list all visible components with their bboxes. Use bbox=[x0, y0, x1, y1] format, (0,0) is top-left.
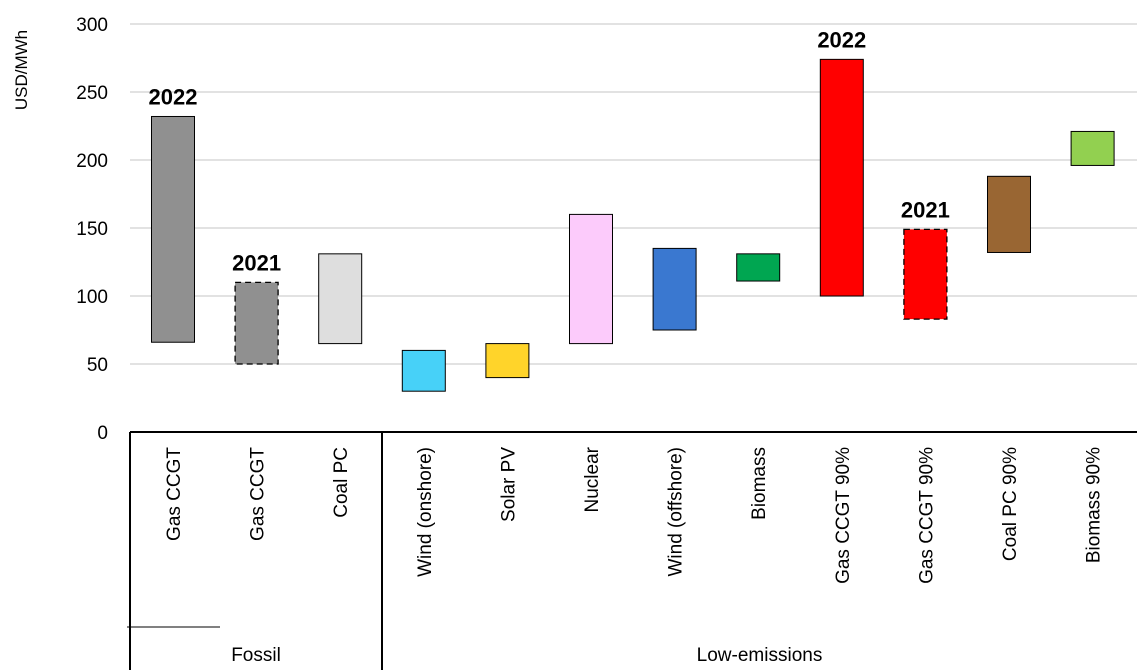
category-label: Gas CCGT 90% bbox=[833, 447, 854, 584]
bar bbox=[819, 58, 864, 297]
category-label: Coal PC bbox=[331, 447, 352, 518]
bar-annotations: 2022 2021 2022 2021 bbox=[149, 27, 950, 275]
bar-year-label: 2022 bbox=[149, 84, 198, 109]
category-label: Biomass 90% bbox=[1084, 447, 1105, 563]
bar-year-label: 2021 bbox=[901, 197, 950, 222]
bar-year-label: 2022 bbox=[817, 27, 866, 52]
bar bbox=[318, 253, 363, 345]
bar bbox=[736, 253, 781, 282]
y-tick-label: 100 bbox=[76, 287, 108, 308]
grid-lines bbox=[130, 23, 1137, 365]
category-label: Gas CCGT 90% bbox=[916, 447, 937, 584]
bar bbox=[1070, 130, 1115, 166]
group-label: Fossil bbox=[231, 645, 281, 666]
y-tick-label: 200 bbox=[76, 151, 108, 172]
bar-year-label: 2021 bbox=[232, 250, 281, 275]
bar bbox=[903, 228, 948, 320]
category-labels: Gas CCGT Gas CCGT Coal PC Wind (onshore) Sol… bbox=[164, 446, 1105, 584]
group-label: Low-emissions bbox=[697, 645, 823, 666]
y-tick-label: 300 bbox=[76, 15, 108, 36]
bar bbox=[485, 343, 530, 379]
group-labels: Fossil Low-emissions bbox=[231, 432, 822, 670]
y-axis-ticks: 0 50 100 150 200 250 300 bbox=[76, 15, 108, 444]
category-label: Nuclear bbox=[582, 446, 603, 512]
bar bbox=[569, 213, 613, 345]
bar bbox=[151, 115, 195, 343]
category-label: Biomass bbox=[749, 447, 770, 520]
category-label: Coal PC 90% bbox=[1000, 447, 1021, 561]
bar bbox=[401, 349, 446, 392]
x-axis bbox=[127, 431, 1137, 670]
bar bbox=[987, 175, 1031, 253]
category-label: Wind (offshore) bbox=[666, 447, 687, 577]
category-label: Gas CCGT bbox=[248, 447, 269, 541]
y-tick-label: 150 bbox=[76, 219, 108, 240]
y-axis-title: USD/MWh bbox=[12, 30, 31, 110]
category-label: Gas CCGT bbox=[164, 447, 185, 541]
y-tick-label: 0 bbox=[97, 423, 108, 444]
category-label: Solar PV bbox=[498, 447, 519, 522]
bar bbox=[652, 247, 697, 331]
bar bbox=[234, 281, 279, 365]
y-tick-label: 250 bbox=[76, 83, 108, 104]
y-tick-label: 50 bbox=[87, 355, 108, 376]
bars bbox=[151, 58, 1115, 392]
category-label: Wind (onshore) bbox=[415, 447, 436, 577]
